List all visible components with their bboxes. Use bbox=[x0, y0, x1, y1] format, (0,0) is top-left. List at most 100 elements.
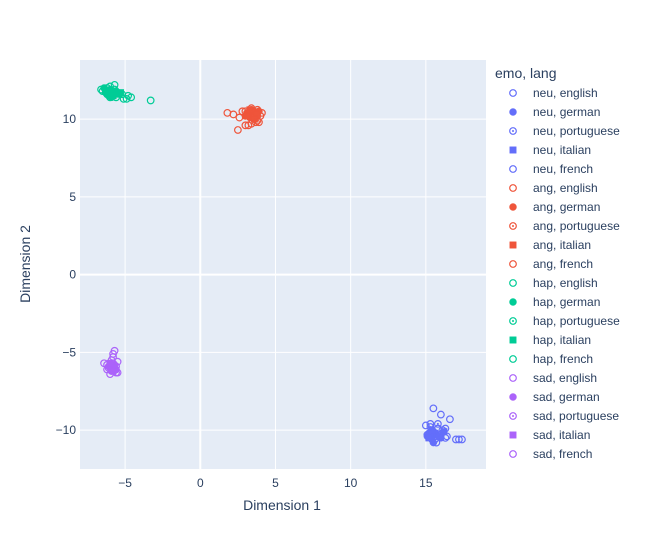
legend-item-label: sad, german bbox=[533, 390, 600, 404]
legend-item[interactable]: ang, french bbox=[509, 257, 593, 271]
legend-marker bbox=[509, 393, 517, 401]
legend-marker bbox=[509, 450, 517, 458]
marker-ring bbox=[509, 222, 517, 230]
legend-item[interactable]: ang, portuguese bbox=[509, 219, 620, 233]
data-point bbox=[443, 432, 451, 441]
legend[interactable]: neu, english neu, german neu, portuguese ne… bbox=[509, 86, 621, 461]
legend-item-label: hap, english bbox=[533, 276, 598, 290]
marker-ring bbox=[509, 317, 517, 325]
legend-item[interactable]: ang, english bbox=[509, 181, 598, 195]
series bbox=[100, 353, 122, 377]
legend-item-label: ang, english bbox=[533, 181, 598, 195]
legend-marker bbox=[509, 203, 517, 211]
y-tick-label: −10 bbox=[56, 423, 77, 437]
marker-dot bbox=[256, 108, 259, 111]
marker-dot bbox=[244, 110, 247, 113]
y-tick-label: 10 bbox=[63, 112, 77, 126]
legend-item-label: hap, italian bbox=[533, 333, 591, 347]
legend-item[interactable]: ang, italian bbox=[509, 238, 591, 252]
legend-marker bbox=[509, 165, 517, 173]
series bbox=[97, 82, 133, 103]
data-point bbox=[112, 362, 120, 371]
legend-item[interactable]: neu, french bbox=[509, 162, 593, 176]
data-point bbox=[117, 89, 125, 97]
y-tick-label: −5 bbox=[62, 345, 76, 359]
legend-item[interactable]: hap, french bbox=[509, 352, 593, 366]
data-point bbox=[247, 104, 256, 113]
legend-item-label: ang, german bbox=[533, 200, 600, 214]
marker-ring bbox=[509, 127, 517, 135]
legend-item[interactable]: hap, italian bbox=[509, 333, 591, 347]
legend-marker bbox=[509, 222, 517, 230]
data-point bbox=[103, 365, 111, 374]
legend-item[interactable]: sad, english bbox=[509, 371, 597, 385]
legend-marker bbox=[509, 146, 517, 154]
legend-item-label: ang, french bbox=[533, 257, 593, 271]
data-point bbox=[223, 108, 232, 117]
legend-item[interactable]: sad, portuguese bbox=[509, 409, 620, 423]
legend-item-label: neu, english bbox=[533, 86, 598, 100]
data-point bbox=[452, 435, 460, 444]
legend-item[interactable]: neu, italian bbox=[509, 143, 591, 157]
data-point bbox=[233, 126, 242, 134]
legend-item-label: sad, english bbox=[533, 371, 597, 385]
data-point bbox=[112, 93, 120, 102]
data-point bbox=[146, 96, 155, 105]
marker-dot bbox=[250, 122, 253, 125]
legend-item[interactable]: neu, english bbox=[509, 86, 598, 100]
legend-marker bbox=[509, 412, 517, 420]
legend-item-label: neu, italian bbox=[533, 143, 591, 157]
legend-item[interactable]: sad, french bbox=[509, 447, 593, 461]
data-point bbox=[446, 415, 454, 424]
data-point bbox=[258, 108, 266, 117]
plot-area bbox=[80, 60, 486, 469]
legend-marker bbox=[509, 184, 517, 192]
x-tick-label: −5 bbox=[118, 476, 132, 490]
x-tick-label: 5 bbox=[272, 476, 279, 490]
legend-item-label: neu, german bbox=[533, 105, 600, 119]
legend-item-label: ang, italian bbox=[533, 238, 591, 252]
data-point bbox=[432, 438, 441, 447]
legend-marker bbox=[509, 355, 517, 363]
legend-item[interactable]: hap, portuguese bbox=[509, 314, 620, 328]
data-point bbox=[421, 421, 430, 430]
legend-item[interactable]: neu, german bbox=[509, 105, 601, 119]
data-point bbox=[455, 435, 463, 444]
legend-marker bbox=[509, 298, 517, 306]
legend-item[interactable]: ang, german bbox=[509, 200, 601, 214]
legend-item-label: hap, german bbox=[533, 295, 600, 309]
x-tick-label: 0 bbox=[197, 476, 204, 490]
legend-marker bbox=[509, 431, 517, 439]
y-tick-label: 0 bbox=[69, 268, 76, 282]
legend-marker bbox=[509, 279, 517, 287]
data-point bbox=[97, 85, 105, 94]
data-point bbox=[436, 410, 445, 419]
legend-item-label: ang, portuguese bbox=[533, 219, 620, 233]
data-point bbox=[243, 112, 251, 120]
data-point bbox=[252, 118, 260, 127]
data-point bbox=[100, 359, 108, 368]
legend-title: emo, lang bbox=[495, 65, 556, 81]
y-tick-label: 5 bbox=[69, 190, 76, 204]
data-point bbox=[428, 426, 436, 434]
legend-item-label: neu, french bbox=[533, 162, 593, 176]
legend-marker bbox=[509, 317, 517, 325]
legend-marker bbox=[509, 336, 517, 344]
legend-marker bbox=[509, 260, 517, 268]
legend-item[interactable]: neu, portuguese bbox=[509, 124, 620, 138]
legend-item[interactable]: sad, german bbox=[509, 390, 600, 404]
legend-marker bbox=[509, 89, 517, 97]
legend-item[interactable]: hap, english bbox=[509, 276, 598, 290]
x-tick-label: 10 bbox=[344, 476, 358, 490]
legend-item[interactable]: hap, german bbox=[509, 295, 601, 309]
data-point bbox=[429, 427, 438, 436]
data-point bbox=[246, 106, 254, 114]
legend-marker bbox=[509, 127, 517, 135]
x-tick-label: 15 bbox=[419, 476, 433, 490]
data-point bbox=[109, 353, 117, 361]
legend-item-label: hap, french bbox=[533, 352, 593, 366]
gridlines bbox=[80, 60, 486, 469]
marker-dot bbox=[512, 320, 514, 322]
legend-item[interactable]: sad, italian bbox=[509, 428, 591, 442]
data-point bbox=[119, 94, 128, 103]
